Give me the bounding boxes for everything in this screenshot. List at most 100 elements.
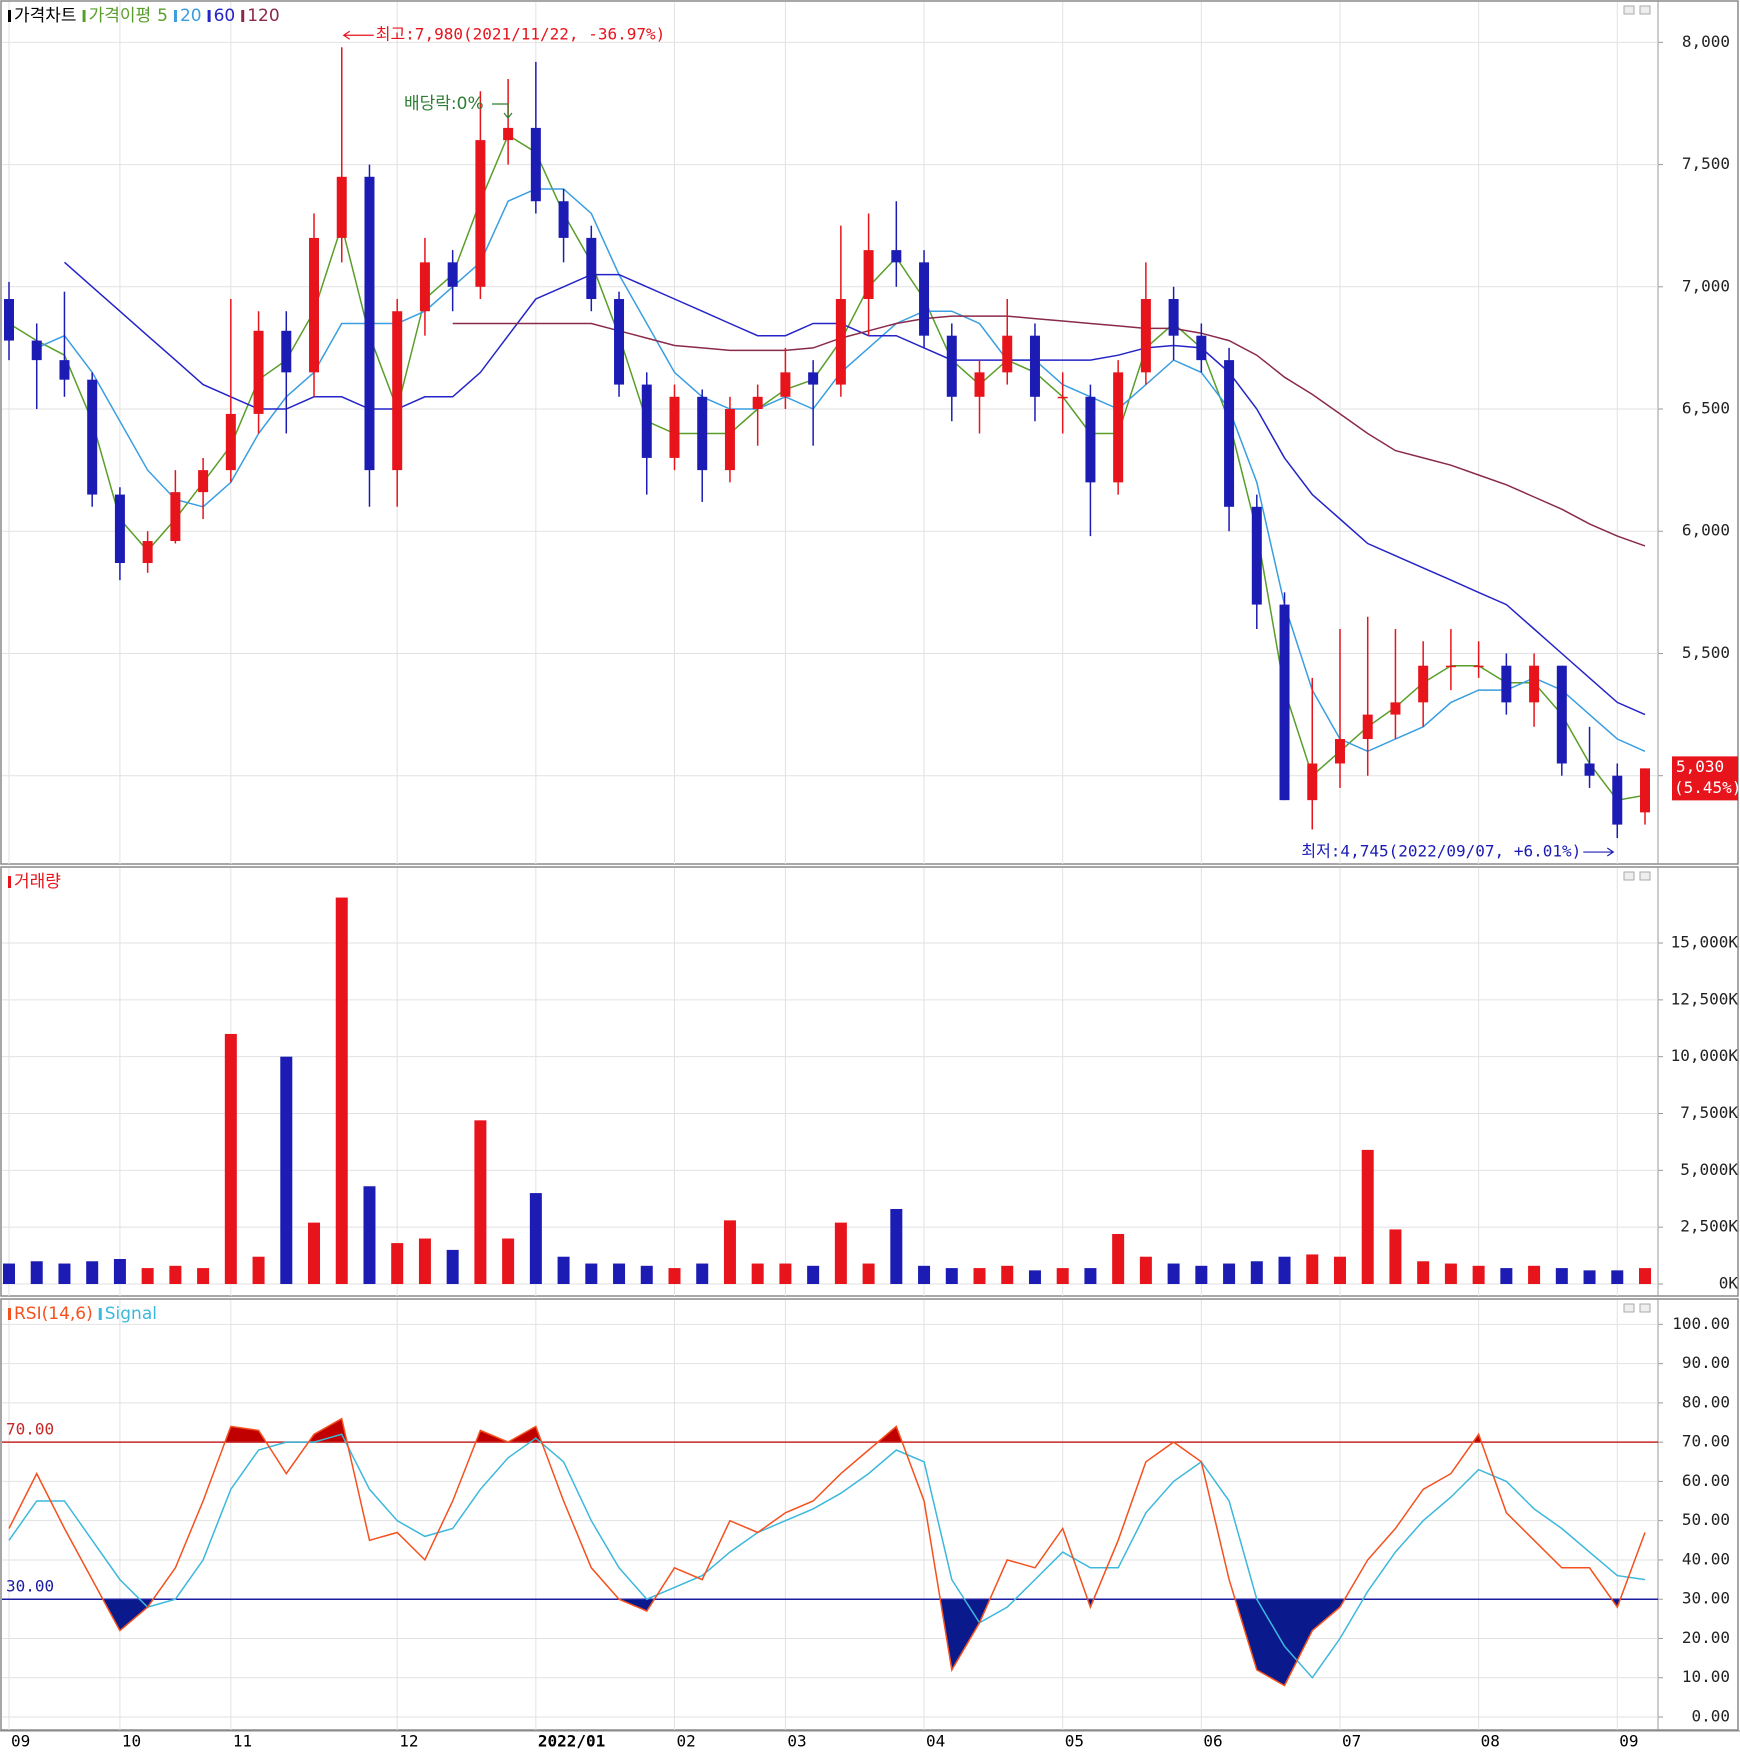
volume-bar [1500, 1268, 1513, 1284]
volume-bar [3, 1263, 15, 1284]
volume-bar [446, 1249, 459, 1284]
volume-bar [1139, 1256, 1152, 1284]
last-price-label: 5,030 [1676, 757, 1724, 776]
candle-body [59, 360, 70, 380]
y-tick-label: 15,000K [1671, 933, 1739, 952]
x-tick-label: 12 [399, 1732, 418, 1751]
legend-label: 가격이평 [89, 6, 152, 26]
panel-button [1623, 5, 1635, 15]
candle-body [724, 409, 735, 471]
x-tick-label: 02 [676, 1732, 695, 1751]
candle-body [530, 127, 541, 202]
volume-bar [391, 1243, 404, 1284]
volume-bar [945, 1268, 958, 1284]
last-price-change: (5.45%) [1674, 778, 1740, 797]
y-tick-label: 20.00 [1682, 1628, 1730, 1647]
y-tick-label: 8,000 [1682, 32, 1730, 51]
rsi-line [8, 1433, 1646, 1679]
annotation-arrow [342, 30, 374, 40]
legend-label: RSI(14,6) [14, 1304, 93, 1324]
volume-bar [280, 1056, 293, 1284]
volume-bar [1444, 1263, 1457, 1284]
candle-body [503, 127, 514, 141]
volume-bar [1195, 1265, 1208, 1284]
y-tick-label: 50.00 [1682, 1510, 1730, 1529]
candle-body [752, 396, 763, 410]
volume-bar [973, 1268, 986, 1284]
annotation: 최고:7,980(2021/11/22, -36.97%) [376, 25, 666, 44]
x-tick-label: 09 [1619, 1732, 1638, 1751]
volume-bar [918, 1265, 931, 1284]
legend-label: 가격차트 [14, 6, 77, 26]
volume-bar [252, 1256, 265, 1284]
volume-bar [557, 1256, 570, 1284]
candle-body [1224, 360, 1235, 507]
panel-button [1639, 871, 1651, 881]
candle-body [1196, 335, 1207, 361]
y-tick-label: 7,500K [1680, 1103, 1738, 1122]
volume-bar [1306, 1254, 1319, 1284]
volume-bar [862, 1263, 875, 1284]
y-tick-label: 2,500K [1680, 1217, 1738, 1236]
volume-bar [890, 1208, 903, 1284]
candle-body [891, 250, 902, 263]
candle-body [808, 372, 819, 385]
y-tick-label: 80.00 [1682, 1392, 1730, 1411]
legend-label: 거래량 [14, 872, 61, 892]
y-tick-label: 5,500 [1682, 643, 1730, 662]
volume-bar [474, 1120, 487, 1284]
candle-body [1390, 702, 1401, 715]
candle-body [1556, 665, 1567, 764]
x-tick-label: 2022/01 [538, 1732, 605, 1751]
candle-body [419, 262, 430, 312]
panel-button [1639, 5, 1651, 15]
y-tick-label: 30.00 [1682, 1589, 1730, 1608]
candle-body [1418, 665, 1429, 703]
y-tick-label: 90.00 [1682, 1353, 1730, 1372]
volume-bar [335, 897, 348, 1284]
legend-marker [241, 10, 245, 22]
candle-body [1002, 335, 1013, 373]
volume-bar [1611, 1270, 1624, 1284]
candle-body [1140, 299, 1151, 373]
x-tick-label: 09 [11, 1732, 30, 1751]
candle-body [281, 330, 292, 373]
volume-bar [1333, 1256, 1346, 1284]
x-tick-label: 10 [122, 1732, 141, 1751]
moving-average [452, 315, 1646, 547]
annotation-arrow [492, 103, 513, 119]
volume-bar [529, 1193, 542, 1284]
rsi-line [8, 1417, 1646, 1687]
candle-body [1057, 396, 1068, 399]
volume-bar [58, 1263, 71, 1284]
candle-body [780, 372, 791, 397]
candle-body [586, 237, 597, 300]
y-tick-label: 5,000K [1680, 1160, 1738, 1179]
volume-bar [1417, 1261, 1430, 1284]
level-label: 70.00 [6, 1420, 54, 1439]
candle-body [114, 494, 125, 564]
volume-bar [1278, 1256, 1291, 1284]
candle-body [1307, 763, 1318, 801]
candle-body [1640, 768, 1650, 813]
candle-body [87, 379, 98, 495]
candle-body [1529, 665, 1540, 703]
volume-bar [1028, 1270, 1041, 1284]
candle-body [225, 413, 236, 471]
candle-body [1584, 763, 1595, 776]
volume-bar [308, 1222, 321, 1284]
x-tick-label: 03 [787, 1732, 806, 1751]
volume-bar [1361, 1149, 1374, 1284]
candle-body [392, 311, 403, 471]
volume-bar [640, 1265, 653, 1284]
legend-marker [8, 1308, 11, 1320]
candle-body [198, 470, 209, 493]
volume-bar [1223, 1263, 1236, 1284]
volume-bar [502, 1238, 515, 1284]
panel-frame [0, 1298, 1739, 1731]
annotation-arrow [1583, 847, 1615, 857]
volume-bar [1528, 1265, 1541, 1284]
legend-label: 5 [157, 6, 168, 26]
volume-bar [1167, 1263, 1180, 1284]
